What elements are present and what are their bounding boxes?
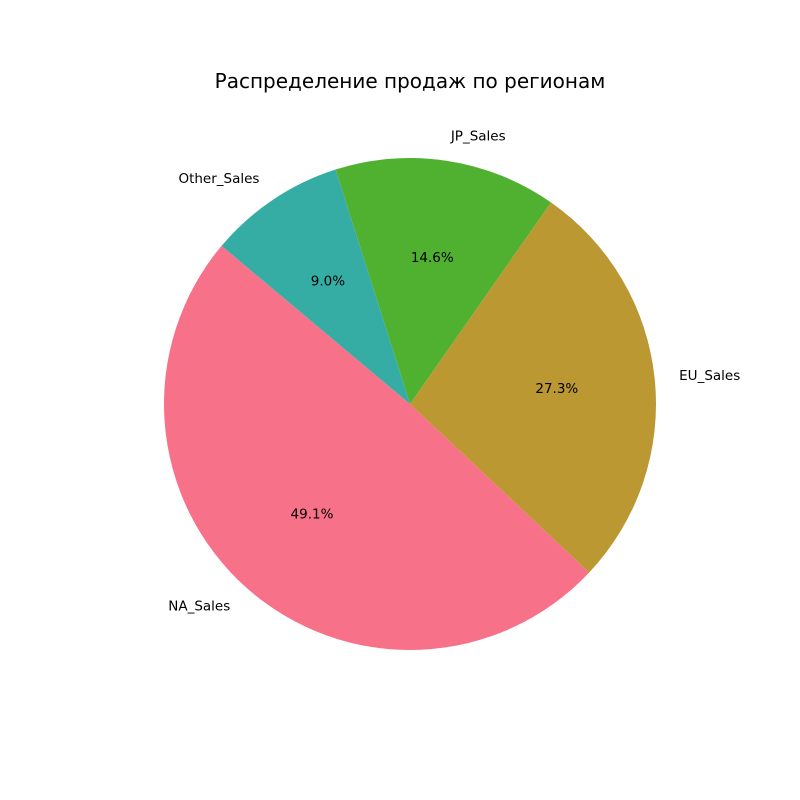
pie-slice-eu-sales: [410, 202, 656, 573]
slice-label-jp-sales: JP_Sales: [450, 128, 506, 144]
slice-percent-other-sales: 9.0%: [311, 273, 345, 289]
slice-label-eu-sales: EU_Sales: [679, 368, 740, 384]
slice-percent-eu-sales: 27.3%: [535, 381, 578, 397]
chart-title: Распределение продаж по регионам: [215, 69, 606, 93]
slice-label-other-sales: Other_Sales: [178, 171, 259, 187]
slice-percent-jp-sales: 14.6%: [411, 250, 454, 266]
pie-slices: [164, 158, 656, 650]
pie-slice-other-sales: [221, 169, 410, 404]
slice-label-na-sales: NA_Sales: [168, 598, 230, 614]
pie-slice-na-sales: [164, 245, 590, 650]
pie-labels: NA_Sales 49.1% EU_Sales 27.3% JP_Sales 14.6% O…: [168, 128, 740, 614]
pie-slice-jp-sales: [335, 158, 551, 404]
slice-percent-na-sales: 49.1%: [291, 506, 334, 522]
